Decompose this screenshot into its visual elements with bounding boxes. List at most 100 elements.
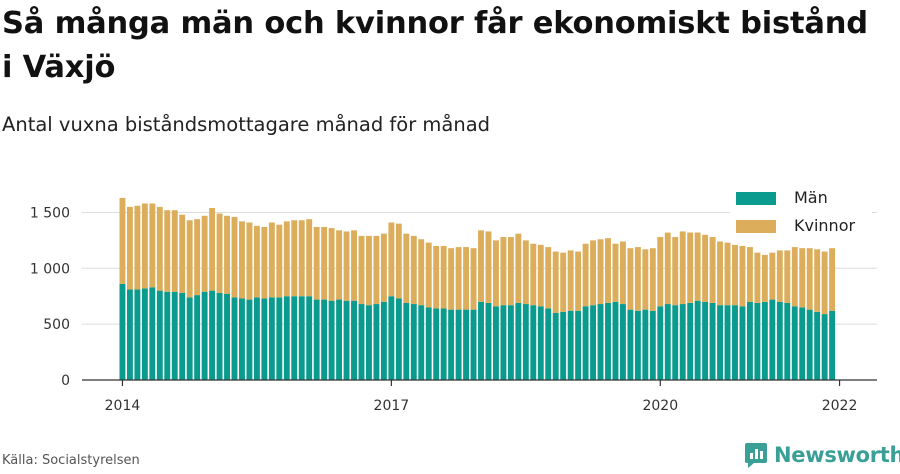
bar-man <box>478 301 484 380</box>
bar-kvinnor <box>575 251 582 311</box>
bar-man <box>485 302 492 380</box>
bar-kvinnor <box>171 210 178 292</box>
bar-kvinnor <box>425 242 432 308</box>
bar-kvinnor <box>634 247 641 311</box>
bar-kvinnor <box>298 220 305 297</box>
bar-kvinnor <box>612 243 619 302</box>
bar-kvinnor <box>351 230 357 301</box>
bar-man <box>306 296 313 380</box>
bar-man <box>336 299 343 380</box>
bar-kvinnor <box>761 254 768 302</box>
bar-man <box>754 302 761 380</box>
brand-logo[interactable]: Newsworthy <box>744 440 900 470</box>
bar-man <box>664 304 671 380</box>
bar-man <box>814 311 821 380</box>
bar-kvinnor <box>156 206 163 291</box>
bar-man <box>231 297 238 380</box>
bar-man <box>470 309 477 380</box>
legend-label-man: Män <box>794 188 828 207</box>
newsworthy-logo-icon <box>745 443 767 468</box>
bar-man <box>507 305 514 380</box>
legend: Män Kvinnor <box>730 184 872 244</box>
bar-man <box>530 305 537 380</box>
bar-kvinnor <box>403 233 410 303</box>
bar-kvinnor <box>253 225 260 298</box>
bar-man <box>246 299 253 380</box>
bar-man <box>380 301 387 380</box>
legend-swatch-man <box>736 192 776 205</box>
bar-man <box>291 296 298 380</box>
bar-kvinnor <box>784 250 791 303</box>
bar-kvinnor <box>261 226 268 299</box>
bar-kvinnor <box>179 214 186 293</box>
bar-man <box>328 300 335 380</box>
bar-man <box>463 309 470 380</box>
bar-man <box>619 304 626 380</box>
bar-kvinnor <box>627 248 634 310</box>
bar-kvinnor <box>328 228 335 301</box>
bar-kvinnor <box>649 248 656 311</box>
bar-man <box>440 308 447 380</box>
bar-man <box>515 302 522 380</box>
bar-kvinnor <box>769 252 776 300</box>
bar-man <box>605 302 611 380</box>
bar-man <box>179 292 186 380</box>
bar-kvinnor <box>246 222 253 300</box>
bar-kvinnor <box>388 222 395 297</box>
bar-man <box>761 301 768 380</box>
bar-kvinnor <box>485 231 492 303</box>
bar-man <box>694 300 701 380</box>
bar-kvinnor <box>814 249 821 312</box>
bar-kvinnor <box>478 230 484 302</box>
bar-man <box>388 296 395 380</box>
bar-man <box>821 314 828 380</box>
bar-man <box>239 298 245 380</box>
bar-kvinnor <box>283 221 290 297</box>
bar-kvinnor <box>358 235 365 305</box>
bar-man <box>253 297 260 380</box>
bar-man <box>201 291 208 380</box>
bar-kvinnor <box>440 245 447 309</box>
y-tick-label: 500 <box>43 317 70 333</box>
x-tick-label: 2017 <box>374 398 410 414</box>
bar-man <box>799 307 806 380</box>
bar-kvinnor <box>186 220 193 298</box>
bar-kvinnor <box>537 244 544 307</box>
bar-man <box>224 293 230 380</box>
bar-man <box>351 300 357 380</box>
bar-man <box>134 289 141 380</box>
bar-kvinnor <box>410 235 417 305</box>
bar-kvinnor <box>493 240 499 307</box>
bar-man <box>186 297 193 380</box>
bar-man <box>537 306 544 380</box>
legend-swatch-kvinnor <box>736 220 776 233</box>
bar-man <box>268 297 275 380</box>
bar-man <box>672 305 679 380</box>
bar-kvinnor <box>522 240 529 305</box>
bar-man <box>649 310 656 380</box>
bar-man <box>746 301 753 380</box>
bar-kvinnor <box>291 220 298 297</box>
bar-kvinnor <box>470 248 477 310</box>
bar-kvinnor <box>141 203 148 289</box>
bar-man <box>739 306 746 380</box>
bar-man <box>410 304 417 380</box>
bar-man <box>119 283 126 380</box>
bar-kvinnor <box>567 250 574 311</box>
bar-kvinnor <box>418 239 425 306</box>
y-tick-label: 0 <box>61 373 70 389</box>
bar-man <box>575 310 582 380</box>
bar-kvinnor <box>380 233 387 302</box>
bar-man <box>298 296 305 380</box>
bar-man <box>642 309 649 380</box>
bar-man <box>126 289 133 380</box>
bar-man <box>687 302 694 380</box>
bar-man <box>313 299 320 380</box>
bar-man <box>769 299 776 380</box>
bar-kvinnor <box>463 247 470 310</box>
bar-man <box>261 298 268 380</box>
bar-kvinnor <box>224 215 230 294</box>
bar-man <box>209 290 216 380</box>
bar-kvinnor <box>507 237 514 306</box>
bar-kvinnor <box>366 235 372 306</box>
